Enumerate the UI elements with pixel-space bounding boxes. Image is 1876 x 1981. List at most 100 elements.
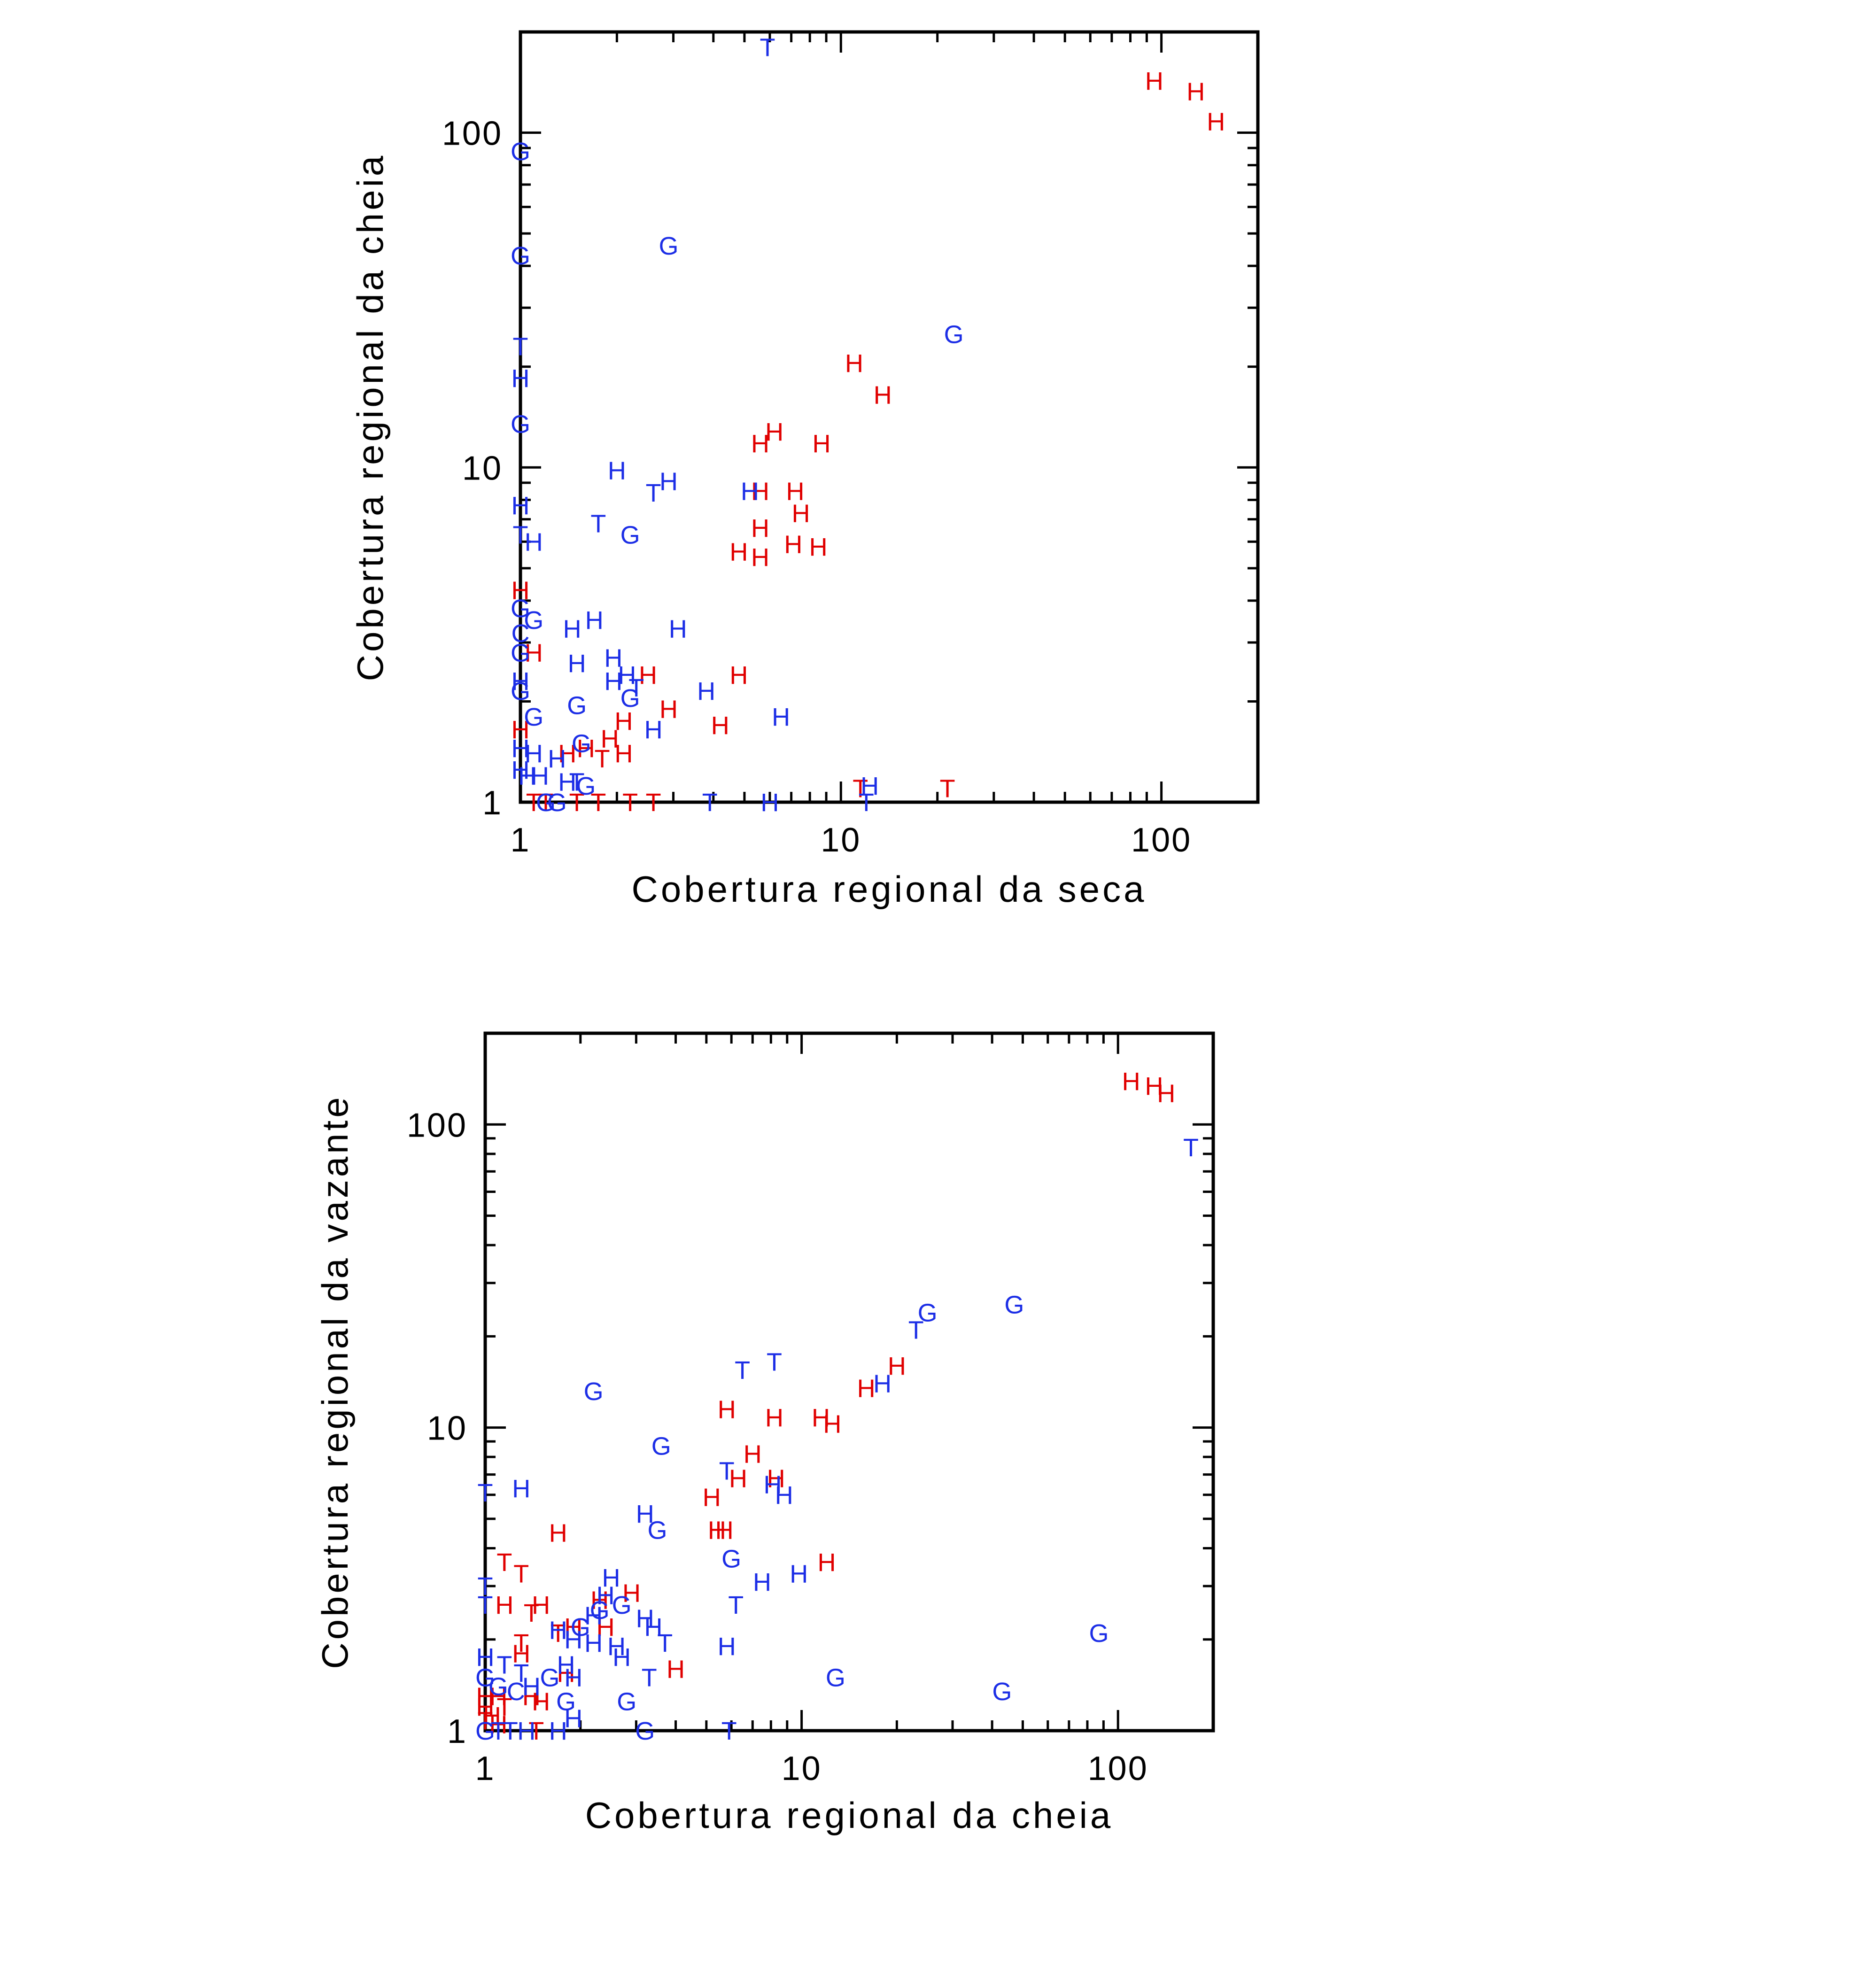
data-point-blue: T <box>513 1659 529 1687</box>
data-point-blue: G <box>556 1687 576 1716</box>
data-point-red: H <box>476 1693 495 1721</box>
data-point-red: H <box>495 1591 513 1619</box>
data-point-blue: G <box>547 789 567 817</box>
data-point-blue: T <box>908 1316 924 1345</box>
data-point-blue: H <box>604 644 622 673</box>
data-point-red: H <box>590 1586 609 1615</box>
data-point-blue: H <box>607 1633 626 1661</box>
data-point-blue: H <box>522 1673 541 1701</box>
data-point-blue: T <box>503 1717 518 1745</box>
data-point-blue: G <box>721 1545 741 1573</box>
data-point-blue: H <box>584 1602 603 1630</box>
data-point-blue: H <box>669 615 687 643</box>
data-point-blue: G <box>572 729 591 758</box>
data-point-red: H <box>823 1410 841 1438</box>
data-point-blue: H <box>753 1568 771 1596</box>
data-point-blue: H <box>512 756 530 784</box>
x-tick-label: 1 <box>475 1750 495 1788</box>
data-point-red: H <box>729 1465 747 1493</box>
data-point-blue: H <box>644 1613 663 1641</box>
data-point-blue: G <box>992 1678 1012 1706</box>
data-point-blue: G <box>475 1717 495 1745</box>
data-point-blue: T <box>478 1591 493 1619</box>
data-point-blue: G <box>1004 1291 1024 1319</box>
data-point-red: H <box>622 1579 641 1607</box>
data-point-red: H <box>564 1613 582 1641</box>
data-point-red: H <box>1122 1068 1140 1096</box>
data-point-blue: H <box>760 789 779 817</box>
data-point-blue: H <box>564 1626 582 1654</box>
data-point-red: T <box>853 774 868 803</box>
data-point-blue: H <box>512 364 530 393</box>
data-point-blue: H <box>512 667 530 696</box>
data-point-red: H <box>532 1591 550 1619</box>
data-point-blue: H <box>636 1605 654 1633</box>
data-point-blue: G <box>536 789 556 817</box>
data-point-blue: H <box>604 667 622 696</box>
data-point-red: H <box>601 725 619 753</box>
data-point-red: T <box>526 789 542 817</box>
data-point-red: H <box>525 639 543 667</box>
data-point-blue: H <box>558 768 576 797</box>
y-tick-label: 1 <box>447 1713 467 1750</box>
data-point-blue: G <box>1089 1619 1109 1648</box>
data-point-red: H <box>729 538 748 566</box>
data-point-red: H <box>577 735 595 763</box>
data-point-blue: T <box>490 1717 506 1745</box>
y-tick-label: 10 <box>462 449 503 487</box>
data-point-red: H <box>597 1613 615 1641</box>
data-point-red: T <box>595 745 610 773</box>
data-point-red: H <box>1207 108 1225 136</box>
data-point-red: H <box>614 707 633 735</box>
data-point-blue: H <box>612 1643 631 1671</box>
data-point-blue: T <box>478 1479 493 1507</box>
data-point-red: H <box>786 478 804 506</box>
data-point-red: H <box>812 1404 830 1432</box>
data-point-blue: H <box>860 772 879 800</box>
data-point-red: H <box>1145 67 1163 95</box>
y-axis-label: Cobertura regional da cheia <box>349 153 391 681</box>
data-point-red: H <box>659 695 678 723</box>
data-point-blue: G <box>524 703 543 731</box>
data-point-blue: G <box>576 772 596 800</box>
data-point-blue: H <box>585 606 604 635</box>
plot-frame <box>519 30 1260 804</box>
data-point-red: H <box>751 543 769 572</box>
data-point-blue: G <box>826 1664 845 1692</box>
data-point-blue: G <box>590 1596 610 1625</box>
data-point-blue: T <box>767 1348 782 1376</box>
data-point-blue: G <box>567 691 587 720</box>
data-point-red: T <box>538 789 554 817</box>
x-tick-label: 10 <box>821 821 861 859</box>
data-point-blue: H <box>512 735 530 763</box>
data-point-red: T <box>569 789 585 817</box>
data-point-blue: H <box>763 1470 782 1499</box>
data-point-red: H <box>1186 77 1205 106</box>
data-point-blue: T <box>1183 1134 1199 1162</box>
data-point-blue: H <box>644 716 663 744</box>
data-point-blue: H <box>525 528 543 556</box>
data-point-red: H <box>703 1484 721 1512</box>
data-point-blue: G <box>511 242 530 270</box>
data-point-blue: H <box>697 677 715 705</box>
data-point-red: H <box>667 1655 685 1683</box>
scatter-chart-flood-vs-ebb: 1 10 100 1 10 100 Cobertura regional da cheia C… <box>314 1031 1215 1836</box>
data-point-blue: H <box>548 745 566 773</box>
data-point-blue: T <box>569 768 585 797</box>
data-point-blue: H <box>772 703 790 731</box>
data-point-red: H <box>532 1687 550 1716</box>
data-point-blue: G <box>612 1591 632 1619</box>
data-point-blue: T <box>721 1717 737 1745</box>
data-point-blue: H <box>517 1717 535 1745</box>
data-point-blue: H <box>557 1651 575 1679</box>
data-point-blue: G <box>647 1516 667 1544</box>
data-point-red: H <box>792 500 810 528</box>
data-point-red: H <box>729 661 748 689</box>
data-point-blue: H <box>718 1633 736 1661</box>
data-point-blue: H <box>659 467 678 495</box>
data-point-blue: H <box>525 740 543 768</box>
y-tick-label: 100 <box>407 1107 467 1144</box>
x-tick-label: 10 <box>782 1750 822 1788</box>
data-point-blue: T <box>513 333 528 361</box>
data-point-blue: T <box>760 34 775 62</box>
